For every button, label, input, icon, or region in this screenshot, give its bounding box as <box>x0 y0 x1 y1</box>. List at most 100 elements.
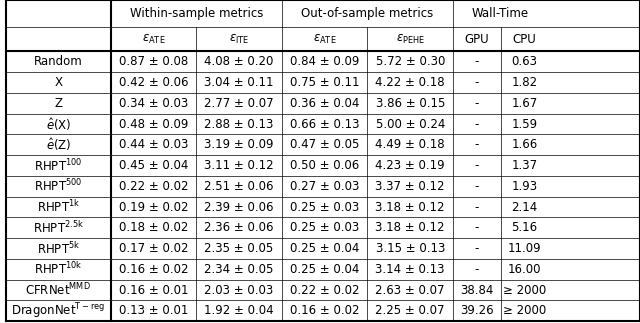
Text: 0.25 ± 0.04: 0.25 ± 0.04 <box>290 242 359 255</box>
Text: 2.14: 2.14 <box>511 201 538 214</box>
Text: Random: Random <box>34 55 83 68</box>
Text: 2.34 ± 0.05: 2.34 ± 0.05 <box>204 263 274 276</box>
Text: 0.36 ± 0.04: 0.36 ± 0.04 <box>290 97 359 110</box>
Text: 0.22 ± 0.02: 0.22 ± 0.02 <box>290 284 360 297</box>
Text: 0.27 ± 0.03: 0.27 ± 0.03 <box>290 180 359 193</box>
Text: 4.49 ± 0.18: 4.49 ± 0.18 <box>376 138 445 151</box>
Text: 16.00: 16.00 <box>508 263 541 276</box>
Text: 5.72 ± 0.30: 5.72 ± 0.30 <box>376 55 445 68</box>
Text: 1.59: 1.59 <box>511 118 538 130</box>
Text: 0.42 ± 0.06: 0.42 ± 0.06 <box>119 76 188 89</box>
Text: 2.39 ± 0.06: 2.39 ± 0.06 <box>204 201 274 214</box>
Text: ≥ 2000: ≥ 2000 <box>502 284 546 297</box>
Text: -: - <box>475 138 479 151</box>
Text: 3.19 ± 0.09: 3.19 ± 0.09 <box>204 138 274 151</box>
Text: ≥ 2000: ≥ 2000 <box>502 304 546 318</box>
Text: 2.36 ± 0.06: 2.36 ± 0.06 <box>204 221 274 234</box>
Text: 0.75 ± 0.11: 0.75 ± 0.11 <box>290 76 360 89</box>
Text: 0.16 ± 0.02: 0.16 ± 0.02 <box>119 263 188 276</box>
Text: $\epsilon_{\mathrm{ATE}}$: $\epsilon_{\mathrm{ATE}}$ <box>141 33 165 46</box>
Text: 1.67: 1.67 <box>511 97 538 110</box>
Text: $\epsilon_{\mathrm{PEHE}}$: $\epsilon_{\mathrm{PEHE}}$ <box>396 33 425 46</box>
Text: $\mathrm{RHPT}^{\mathrm{2.5k}}$: $\mathrm{RHPT}^{\mathrm{2.5k}}$ <box>33 220 84 236</box>
Text: $\hat{e}$(Z): $\hat{e}$(Z) <box>45 136 71 153</box>
Text: X: X <box>54 76 62 89</box>
Text: 2.63 ± 0.07: 2.63 ± 0.07 <box>376 284 445 297</box>
Text: 0.34 ± 0.03: 0.34 ± 0.03 <box>119 97 188 110</box>
Text: 3.04 ± 0.11: 3.04 ± 0.11 <box>204 76 274 89</box>
Text: 0.22 ± 0.02: 0.22 ± 0.02 <box>119 180 188 193</box>
Text: $\hat{e}$(X): $\hat{e}$(X) <box>45 116 71 132</box>
Text: 3.37 ± 0.12: 3.37 ± 0.12 <box>376 180 445 193</box>
Text: 2.77 ± 0.07: 2.77 ± 0.07 <box>204 97 274 110</box>
Text: 1.66: 1.66 <box>511 138 538 151</box>
Text: 1.93: 1.93 <box>511 180 538 193</box>
Text: 0.16 ± 0.01: 0.16 ± 0.01 <box>119 284 188 297</box>
Text: 0.87 ± 0.08: 0.87 ± 0.08 <box>119 55 188 68</box>
Text: $\epsilon_{\mathrm{ITE}}$: $\epsilon_{\mathrm{ITE}}$ <box>229 33 249 46</box>
Text: 4.23 ± 0.19: 4.23 ± 0.19 <box>376 159 445 172</box>
Text: 0.25 ± 0.03: 0.25 ± 0.03 <box>290 221 359 234</box>
Text: 0.47 ± 0.05: 0.47 ± 0.05 <box>290 138 359 151</box>
Text: 0.45 ± 0.04: 0.45 ± 0.04 <box>119 159 188 172</box>
Text: $\mathrm{DragonNet}^{\mathrm{T-reg}}$: $\mathrm{DragonNet}^{\mathrm{T-reg}}$ <box>12 301 106 321</box>
Text: $\mathrm{RHPT}^{\mathrm{100}}$: $\mathrm{RHPT}^{\mathrm{100}}$ <box>34 157 83 174</box>
Text: 0.19 ± 0.02: 0.19 ± 0.02 <box>119 201 188 214</box>
Text: 0.16 ± 0.02: 0.16 ± 0.02 <box>290 304 360 318</box>
Text: 2.03 ± 0.03: 2.03 ± 0.03 <box>204 284 274 297</box>
Text: -: - <box>475 201 479 214</box>
Text: Z: Z <box>54 97 62 110</box>
Text: $\mathrm{RHPT}^{\mathrm{500}}$: $\mathrm{RHPT}^{\mathrm{500}}$ <box>34 178 83 195</box>
Text: 2.88 ± 0.13: 2.88 ± 0.13 <box>204 118 274 130</box>
Text: Out-of-sample metrics: Out-of-sample metrics <box>301 7 433 20</box>
Text: 2.35 ± 0.05: 2.35 ± 0.05 <box>204 242 274 255</box>
Text: 11.09: 11.09 <box>508 242 541 255</box>
Text: 0.25 ± 0.03: 0.25 ± 0.03 <box>290 201 359 214</box>
Text: $\mathrm{RHPT}^{\mathrm{1k}}$: $\mathrm{RHPT}^{\mathrm{1k}}$ <box>36 199 80 215</box>
Text: 1.82: 1.82 <box>511 76 538 89</box>
Text: 1.37: 1.37 <box>511 159 538 172</box>
Text: 0.50 ± 0.06: 0.50 ± 0.06 <box>290 159 359 172</box>
Text: CPU: CPU <box>513 33 536 46</box>
Text: 0.17 ± 0.02: 0.17 ± 0.02 <box>119 242 188 255</box>
Text: 0.63: 0.63 <box>511 55 538 68</box>
Text: Wall-Time: Wall-Time <box>472 7 529 20</box>
Text: 5.00 ± 0.24: 5.00 ± 0.24 <box>376 118 445 130</box>
Text: 3.11 ± 0.12: 3.11 ± 0.12 <box>204 159 274 172</box>
Text: 0.66 ± 0.13: 0.66 ± 0.13 <box>290 118 360 130</box>
Text: 0.13 ± 0.01: 0.13 ± 0.01 <box>119 304 188 318</box>
Text: GPU: GPU <box>465 33 489 46</box>
Text: -: - <box>475 97 479 110</box>
Text: 5.16: 5.16 <box>511 221 538 234</box>
Text: -: - <box>475 76 479 89</box>
Text: 1.92 ± 0.04: 1.92 ± 0.04 <box>204 304 274 318</box>
Text: -: - <box>475 159 479 172</box>
Text: 3.86 ± 0.15: 3.86 ± 0.15 <box>376 97 445 110</box>
Text: -: - <box>475 118 479 130</box>
Text: $\epsilon_{\mathrm{ATE}}$: $\epsilon_{\mathrm{ATE}}$ <box>313 33 337 46</box>
Text: 3.18 ± 0.12: 3.18 ± 0.12 <box>376 201 445 214</box>
Text: 0.44 ± 0.03: 0.44 ± 0.03 <box>119 138 188 151</box>
Text: -: - <box>475 263 479 276</box>
Text: 2.25 ± 0.07: 2.25 ± 0.07 <box>376 304 445 318</box>
Text: -: - <box>475 180 479 193</box>
Text: 0.25 ± 0.04: 0.25 ± 0.04 <box>290 263 359 276</box>
Text: 3.18 ± 0.12: 3.18 ± 0.12 <box>376 221 445 234</box>
Text: 0.84 ± 0.09: 0.84 ± 0.09 <box>290 55 359 68</box>
Text: $\mathrm{CFRNet}^{\mathrm{MMD}}$: $\mathrm{CFRNet}^{\mathrm{MMD}}$ <box>26 282 92 298</box>
Text: -: - <box>475 221 479 234</box>
Text: 3.14 ± 0.13: 3.14 ± 0.13 <box>376 263 445 276</box>
Text: $\mathrm{RHPT}^{\mathrm{10k}}$: $\mathrm{RHPT}^{\mathrm{10k}}$ <box>34 261 83 277</box>
Text: 4.08 ± 0.20: 4.08 ± 0.20 <box>204 55 274 68</box>
Text: 4.22 ± 0.18: 4.22 ± 0.18 <box>376 76 445 89</box>
Text: 3.15 ± 0.13: 3.15 ± 0.13 <box>376 242 445 255</box>
Text: -: - <box>475 242 479 255</box>
Text: -: - <box>475 55 479 68</box>
Text: 39.26: 39.26 <box>460 304 493 318</box>
Text: Within-sample metrics: Within-sample metrics <box>129 7 263 20</box>
Text: 0.18 ± 0.02: 0.18 ± 0.02 <box>119 221 188 234</box>
Text: 0.48 ± 0.09: 0.48 ± 0.09 <box>119 118 188 130</box>
Text: 38.84: 38.84 <box>460 284 493 297</box>
Text: 2.51 ± 0.06: 2.51 ± 0.06 <box>204 180 274 193</box>
Text: $\mathrm{RHPT}^{\mathrm{5k}}$: $\mathrm{RHPT}^{\mathrm{5k}}$ <box>36 241 80 256</box>
